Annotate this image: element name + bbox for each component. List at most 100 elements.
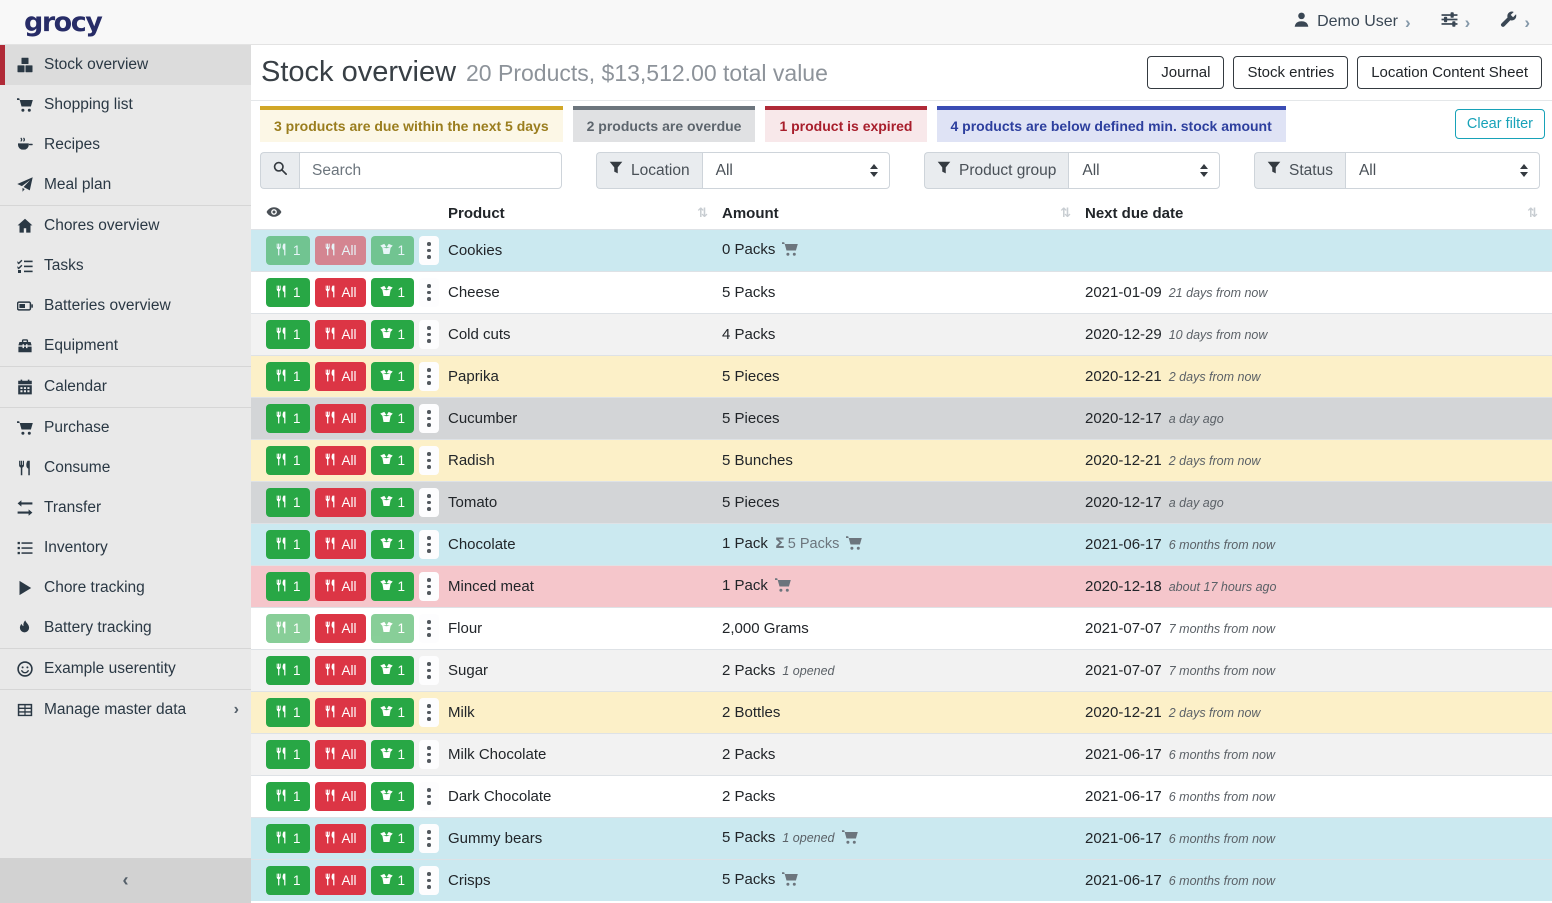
- filter-select-product-group[interactable]: All: [1068, 152, 1220, 189]
- consume-all-button[interactable]: All: [314, 446, 366, 475]
- open-one-button[interactable]: 1: [370, 236, 415, 265]
- open-one-button[interactable]: 1: [370, 614, 415, 643]
- search-input[interactable]: [299, 152, 562, 189]
- sidebar-item-stock-overview[interactable]: Stock overview: [0, 45, 251, 85]
- consume-all-button[interactable]: All: [314, 362, 366, 391]
- consume-one-button[interactable]: 1: [266, 320, 310, 349]
- sidebar-item-transfer[interactable]: Transfer: [0, 488, 251, 528]
- consume-one-button[interactable]: 1: [266, 740, 310, 769]
- sort-icon[interactable]: ⇅: [697, 206, 708, 221]
- row-menu-button[interactable]: [419, 362, 439, 391]
- consume-one-button[interactable]: 1: [266, 530, 310, 559]
- consume-one-button[interactable]: 1: [266, 614, 310, 643]
- row-menu-button[interactable]: [419, 320, 439, 349]
- sort-icon[interactable]: ⇅: [1527, 206, 1538, 221]
- sidebar-item-example-userentity[interactable]: Example userentity: [0, 649, 251, 689]
- consume-one-button[interactable]: 1: [266, 656, 310, 685]
- consume-one-button[interactable]: 1: [266, 404, 310, 433]
- sidebar-item-calendar[interactable]: Calendar: [0, 367, 251, 407]
- banner-duesoon[interactable]: 3 products are due within the next 5 day…: [260, 106, 563, 142]
- open-one-button[interactable]: 1: [370, 362, 415, 391]
- sidebar-item-manage-master-data[interactable]: Manage master data ›: [0, 690, 251, 730]
- column-header-next-due-date[interactable]: Next due date: [1085, 205, 1184, 222]
- sidebar-item-tasks[interactable]: Tasks: [0, 246, 251, 286]
- consume-all-button[interactable]: All: [314, 236, 366, 265]
- sidebar-item-batteries-overview[interactable]: Batteries overview: [0, 286, 251, 326]
- consume-all-button[interactable]: All: [314, 404, 366, 433]
- banner-belowmin[interactable]: 4 products are below defined min. stock …: [936, 106, 1286, 142]
- settings-menu[interactable]: ›: [1441, 11, 1470, 33]
- row-menu-button[interactable]: [419, 446, 439, 475]
- consume-all-button[interactable]: All: [314, 782, 366, 811]
- open-one-button[interactable]: 1: [370, 656, 415, 685]
- sidebar-item-meal-plan[interactable]: Meal plan: [0, 165, 251, 205]
- open-one-button[interactable]: 1: [370, 740, 415, 769]
- consume-one-button[interactable]: 1: [266, 866, 310, 895]
- row-menu-button[interactable]: [419, 782, 439, 811]
- banner-expired[interactable]: 1 product is expired: [765, 106, 927, 142]
- row-menu-button[interactable]: [419, 572, 439, 601]
- open-one-button[interactable]: 1: [370, 698, 415, 727]
- consume-all-button[interactable]: All: [314, 866, 366, 895]
- banner-overdue[interactable]: 2 products are overdue: [572, 106, 756, 142]
- row-menu-button[interactable]: [419, 824, 439, 853]
- sidebar-item-chore-tracking[interactable]: Chore tracking: [0, 568, 251, 608]
- sort-icon[interactable]: ⇅: [1060, 206, 1071, 221]
- consume-all-button[interactable]: All: [314, 278, 366, 307]
- sidebar-item-inventory[interactable]: Inventory: [0, 528, 251, 568]
- open-one-button[interactable]: 1: [370, 824, 415, 853]
- sidebar-item-shopping-list[interactable]: Shopping list: [0, 85, 251, 125]
- clear-filter-button[interactable]: Clear filter: [1454, 109, 1545, 139]
- sidebar-collapse-button[interactable]: ‹: [0, 858, 251, 903]
- consume-one-button[interactable]: 1: [266, 446, 310, 475]
- consume-all-button[interactable]: All: [314, 824, 366, 853]
- sidebar-item-consume[interactable]: Consume: [0, 448, 251, 488]
- consume-one-button[interactable]: 1: [266, 698, 310, 727]
- stock-entries-button[interactable]: Stock entries: [1233, 56, 1349, 89]
- consume-all-button[interactable]: All: [314, 740, 366, 769]
- consume-one-button[interactable]: 1: [266, 824, 310, 853]
- row-menu-button[interactable]: [419, 740, 439, 769]
- consume-all-button[interactable]: All: [314, 572, 366, 601]
- admin-menu[interactable]: ›: [1500, 11, 1530, 33]
- consume-all-button[interactable]: All: [314, 614, 366, 643]
- sidebar-item-purchase[interactable]: Purchase: [0, 408, 251, 448]
- app-logo[interactable]: grocy: [24, 6, 103, 38]
- row-menu-button[interactable]: [419, 614, 439, 643]
- consume-one-button[interactable]: 1: [266, 782, 310, 811]
- row-menu-button[interactable]: [419, 236, 439, 265]
- row-menu-button[interactable]: [419, 404, 439, 433]
- consume-all-button[interactable]: All: [314, 698, 366, 727]
- row-menu-button[interactable]: [419, 866, 439, 895]
- column-header-amount[interactable]: Amount: [722, 205, 779, 222]
- open-one-button[interactable]: 1: [370, 320, 415, 349]
- row-menu-button[interactable]: [419, 530, 439, 559]
- sidebar-item-equipment[interactable]: Equipment: [0, 326, 251, 366]
- consume-one-button[interactable]: 1: [266, 362, 310, 391]
- row-menu-button[interactable]: [419, 698, 439, 727]
- open-one-button[interactable]: 1: [370, 404, 415, 433]
- row-menu-button[interactable]: [419, 488, 439, 517]
- open-one-button[interactable]: 1: [370, 530, 415, 559]
- consume-all-button[interactable]: All: [314, 488, 366, 517]
- open-one-button[interactable]: 1: [370, 446, 415, 475]
- eye-icon[interactable]: [266, 204, 282, 224]
- open-one-button[interactable]: 1: [370, 866, 415, 895]
- open-one-button[interactable]: 1: [370, 278, 415, 307]
- consume-all-button[interactable]: All: [314, 656, 366, 685]
- row-menu-button[interactable]: [419, 278, 439, 307]
- filter-select-location[interactable]: All: [701, 152, 890, 189]
- column-header-product[interactable]: Product: [448, 205, 505, 222]
- sidebar-item-battery-tracking[interactable]: Battery tracking: [0, 608, 251, 648]
- location-content-sheet-button[interactable]: Location Content Sheet: [1357, 56, 1542, 89]
- consume-one-button[interactable]: 1: [266, 488, 310, 517]
- consume-all-button[interactable]: All: [314, 530, 366, 559]
- consume-one-button[interactable]: 1: [266, 278, 310, 307]
- consume-all-button[interactable]: All: [314, 320, 366, 349]
- open-one-button[interactable]: 1: [370, 572, 415, 601]
- consume-one-button[interactable]: 1: [266, 572, 310, 601]
- consume-one-button[interactable]: 1: [266, 236, 310, 265]
- journal-button[interactable]: Journal: [1147, 56, 1225, 89]
- filter-select-status[interactable]: All: [1344, 152, 1540, 189]
- open-one-button[interactable]: 1: [370, 782, 415, 811]
